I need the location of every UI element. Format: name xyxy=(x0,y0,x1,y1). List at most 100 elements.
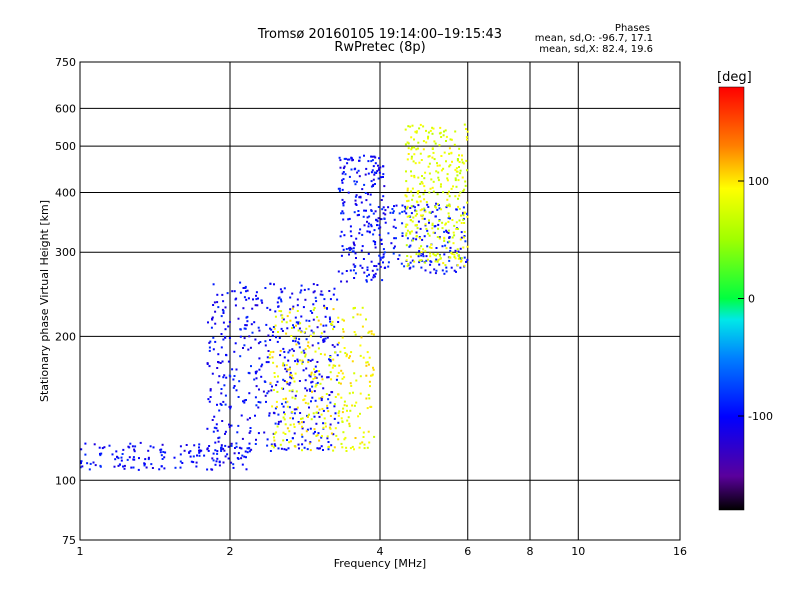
data-point xyxy=(455,208,458,211)
data-point xyxy=(328,364,331,367)
data-point xyxy=(368,441,371,444)
data-point xyxy=(423,217,426,220)
data-point xyxy=(234,304,237,307)
data-point xyxy=(245,399,247,401)
data-point xyxy=(435,258,438,261)
data-point xyxy=(447,212,450,215)
data-point xyxy=(337,371,340,374)
data-point xyxy=(316,381,319,384)
data-point xyxy=(452,242,455,245)
data-point xyxy=(332,293,335,296)
data-point xyxy=(392,210,395,213)
data-point xyxy=(312,432,315,435)
data-point xyxy=(206,363,209,365)
data-point xyxy=(430,247,433,249)
data-point xyxy=(238,446,241,449)
data-point xyxy=(462,246,465,249)
data-point xyxy=(362,436,365,438)
data-point xyxy=(323,306,326,309)
data-point xyxy=(188,451,191,454)
data-point xyxy=(269,308,272,311)
data-point xyxy=(183,449,186,452)
data-point xyxy=(351,445,354,448)
data-point xyxy=(328,394,331,396)
data-point xyxy=(438,207,441,210)
data-point xyxy=(312,332,315,335)
data-point xyxy=(327,448,330,451)
data-point xyxy=(432,180,435,183)
data-point xyxy=(443,253,446,256)
data-point xyxy=(143,463,146,465)
data-point xyxy=(283,350,286,353)
data-point xyxy=(343,404,346,407)
data-point xyxy=(315,384,318,386)
data-point xyxy=(282,378,285,381)
data-point xyxy=(437,176,440,179)
data-point xyxy=(410,136,413,139)
data-point xyxy=(376,220,379,223)
data-point xyxy=(260,375,263,378)
data-point xyxy=(288,406,291,409)
data-point xyxy=(211,457,214,460)
data-point xyxy=(448,205,451,208)
data-point xyxy=(309,375,312,378)
data-point xyxy=(417,204,420,207)
data-point xyxy=(318,397,321,400)
data-point xyxy=(406,205,409,208)
data-point xyxy=(99,454,102,457)
data-point xyxy=(297,321,300,324)
data-point xyxy=(268,353,271,356)
data-point xyxy=(380,176,382,179)
data-point xyxy=(367,172,370,175)
data-point xyxy=(255,385,258,388)
data-point xyxy=(342,171,345,173)
data-point xyxy=(218,375,221,378)
data-point xyxy=(242,347,244,349)
data-point xyxy=(458,161,461,163)
data-point xyxy=(255,294,257,297)
data-point xyxy=(409,244,412,247)
data-point xyxy=(374,162,377,165)
data-point xyxy=(316,316,319,319)
data-point xyxy=(259,401,262,404)
data-point xyxy=(233,452,236,455)
data-point xyxy=(232,378,235,381)
data-point xyxy=(234,447,236,449)
data-point xyxy=(195,461,198,464)
data-point xyxy=(299,322,302,325)
data-point xyxy=(373,229,376,232)
data-point xyxy=(342,431,345,434)
data-point xyxy=(291,437,294,440)
data-point xyxy=(289,296,292,299)
data-point xyxy=(348,422,351,425)
data-point xyxy=(356,214,359,217)
chart-title: Tromsø 20160105 19:14:00–19:15:43 xyxy=(257,27,503,42)
data-point xyxy=(374,246,377,249)
data-point xyxy=(270,389,273,392)
data-point xyxy=(94,464,97,467)
data-point xyxy=(341,446,344,449)
data-point xyxy=(227,360,230,363)
data-point xyxy=(217,361,219,363)
data-point xyxy=(257,406,260,409)
data-point xyxy=(84,442,87,445)
data-point xyxy=(320,445,323,448)
data-point xyxy=(298,380,301,382)
data-point xyxy=(443,151,446,154)
data-point xyxy=(350,351,353,354)
data-point xyxy=(365,167,368,170)
data-point xyxy=(375,172,378,174)
data-point xyxy=(352,247,355,250)
data-point xyxy=(450,138,453,141)
data-point xyxy=(419,237,421,240)
data-point xyxy=(288,441,291,444)
data-point xyxy=(285,448,288,451)
data-point xyxy=(291,348,294,351)
data-point xyxy=(463,236,465,239)
data-point xyxy=(295,321,298,324)
data-point xyxy=(449,246,452,249)
data-point xyxy=(337,421,340,424)
data-point xyxy=(445,270,448,273)
data-point xyxy=(446,179,449,182)
